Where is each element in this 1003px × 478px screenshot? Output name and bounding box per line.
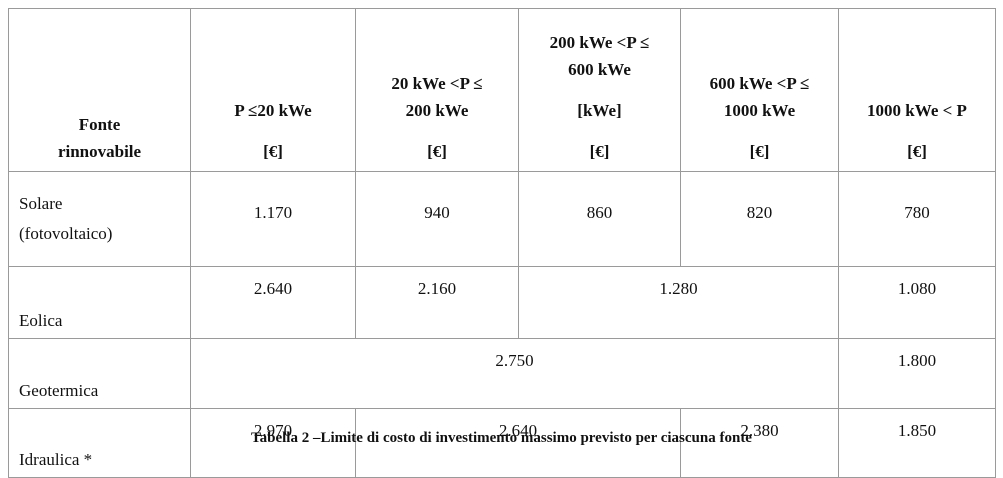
header-line: [kWe] — [577, 101, 622, 120]
header-cell: Fonte rinnovabile — [8, 8, 191, 172]
row-label: Solare (fotovoltaico) — [8, 171, 191, 267]
header-line: [€] — [589, 142, 610, 161]
header-line: 1000 kWe — [723, 101, 796, 120]
header-cell: 200 kWe <P ≤ 600 kWe [kWe] [€] — [518, 8, 681, 172]
value-cell: 1.800 — [838, 338, 996, 409]
header-paragraph: 20 kWe <P ≤ 200 kWe — [356, 70, 518, 124]
row-label: Geotermica — [8, 338, 191, 409]
table-row: Solare (fotovoltaico) 1.170 940 860 820 780 — [8, 171, 996, 267]
header-line: [€] — [427, 142, 447, 161]
page: Fonte rinnovabile P ≤20 kWe [€] 20 kWe <P ≤2… — [8, 8, 996, 478]
value-cell: 1.080 — [838, 266, 996, 339]
header-line: 200 kWe — [405, 101, 469, 120]
header-paragraph: Fonte rinnovabile — [9, 111, 190, 165]
header-paragraph: [kWe] — [519, 97, 680, 124]
label-line: (fotovoltaico) — [19, 224, 113, 243]
header-line: rinnovabile — [57, 142, 142, 161]
row-label: Eolica — [8, 266, 191, 339]
header-line: 1000 kWe < P — [867, 101, 967, 120]
header-paragraph: 600 kWe <P ≤ 1000 kWe — [681, 70, 838, 124]
header-line: 600 kWe — [568, 60, 631, 79]
value-cell: 780 — [838, 171, 996, 267]
cost-table: Fonte rinnovabile P ≤20 kWe [€] 20 kWe <P ≤2… — [8, 8, 996, 478]
header-row: Fonte rinnovabile P ≤20 kWe [€] 20 kWe <P ≤2… — [8, 8, 996, 172]
header-paragraph: [€] — [191, 138, 355, 165]
header-line: 600 kWe <P ≤ — [709, 74, 810, 93]
value-cell: 2.640 — [190, 266, 356, 339]
header-line: [€] — [749, 142, 770, 161]
header-paragraph: [€] — [839, 138, 995, 165]
header-line: [€] — [907, 142, 927, 161]
table-row: Eolica 2.640 2.160 1.280 1.080 — [8, 266, 996, 339]
header-line: [€] — [263, 142, 283, 161]
header-paragraph: [€] — [681, 138, 838, 165]
header-paragraph: [€] — [519, 138, 680, 165]
label-line: Eolica — [19, 311, 63, 330]
caption: Tabella 2 –Limite di costo di investimen… — [251, 430, 752, 446]
header-cell: 1000 kWe < P [€] — [838, 8, 996, 172]
value-cell: 940 — [355, 171, 519, 267]
header-paragraph: 200 kWe <P ≤ 600 kWe — [519, 29, 680, 83]
header-line: 200 kWe <P ≤ — [549, 33, 650, 52]
header-paragraph: [€] — [356, 138, 518, 165]
header-cell: 600 kWe <P ≤ 1000 kWe [€] — [680, 8, 839, 172]
value-cell: 860 — [518, 171, 681, 267]
value-cell: 820 — [680, 171, 839, 267]
header-cell: P ≤20 kWe [€] — [190, 8, 356, 172]
label-line: Idraulica * — [19, 450, 93, 469]
header-cell: 20 kWe <P ≤ 200 kWe [€] — [355, 8, 519, 172]
value-cell: 1.280 — [518, 266, 839, 339]
value-cell: 2.750 — [190, 338, 839, 409]
label-line: Geotermica — [19, 381, 99, 400]
header-line: 20 kWe <P ≤ — [391, 74, 483, 93]
value-cell: 1.170 — [190, 171, 356, 267]
header-line: Fonte — [78, 115, 121, 134]
table-row: Geotermica 2.750 1.800 — [8, 338, 996, 409]
header-line: P ≤20 kWe — [234, 101, 312, 120]
value-cell: 2.160 — [355, 266, 519, 339]
label-line: Solare — [19, 194, 63, 213]
header-paragraph: 1000 kWe < P — [839, 97, 995, 124]
header-paragraph: P ≤20 kWe — [191, 97, 355, 124]
